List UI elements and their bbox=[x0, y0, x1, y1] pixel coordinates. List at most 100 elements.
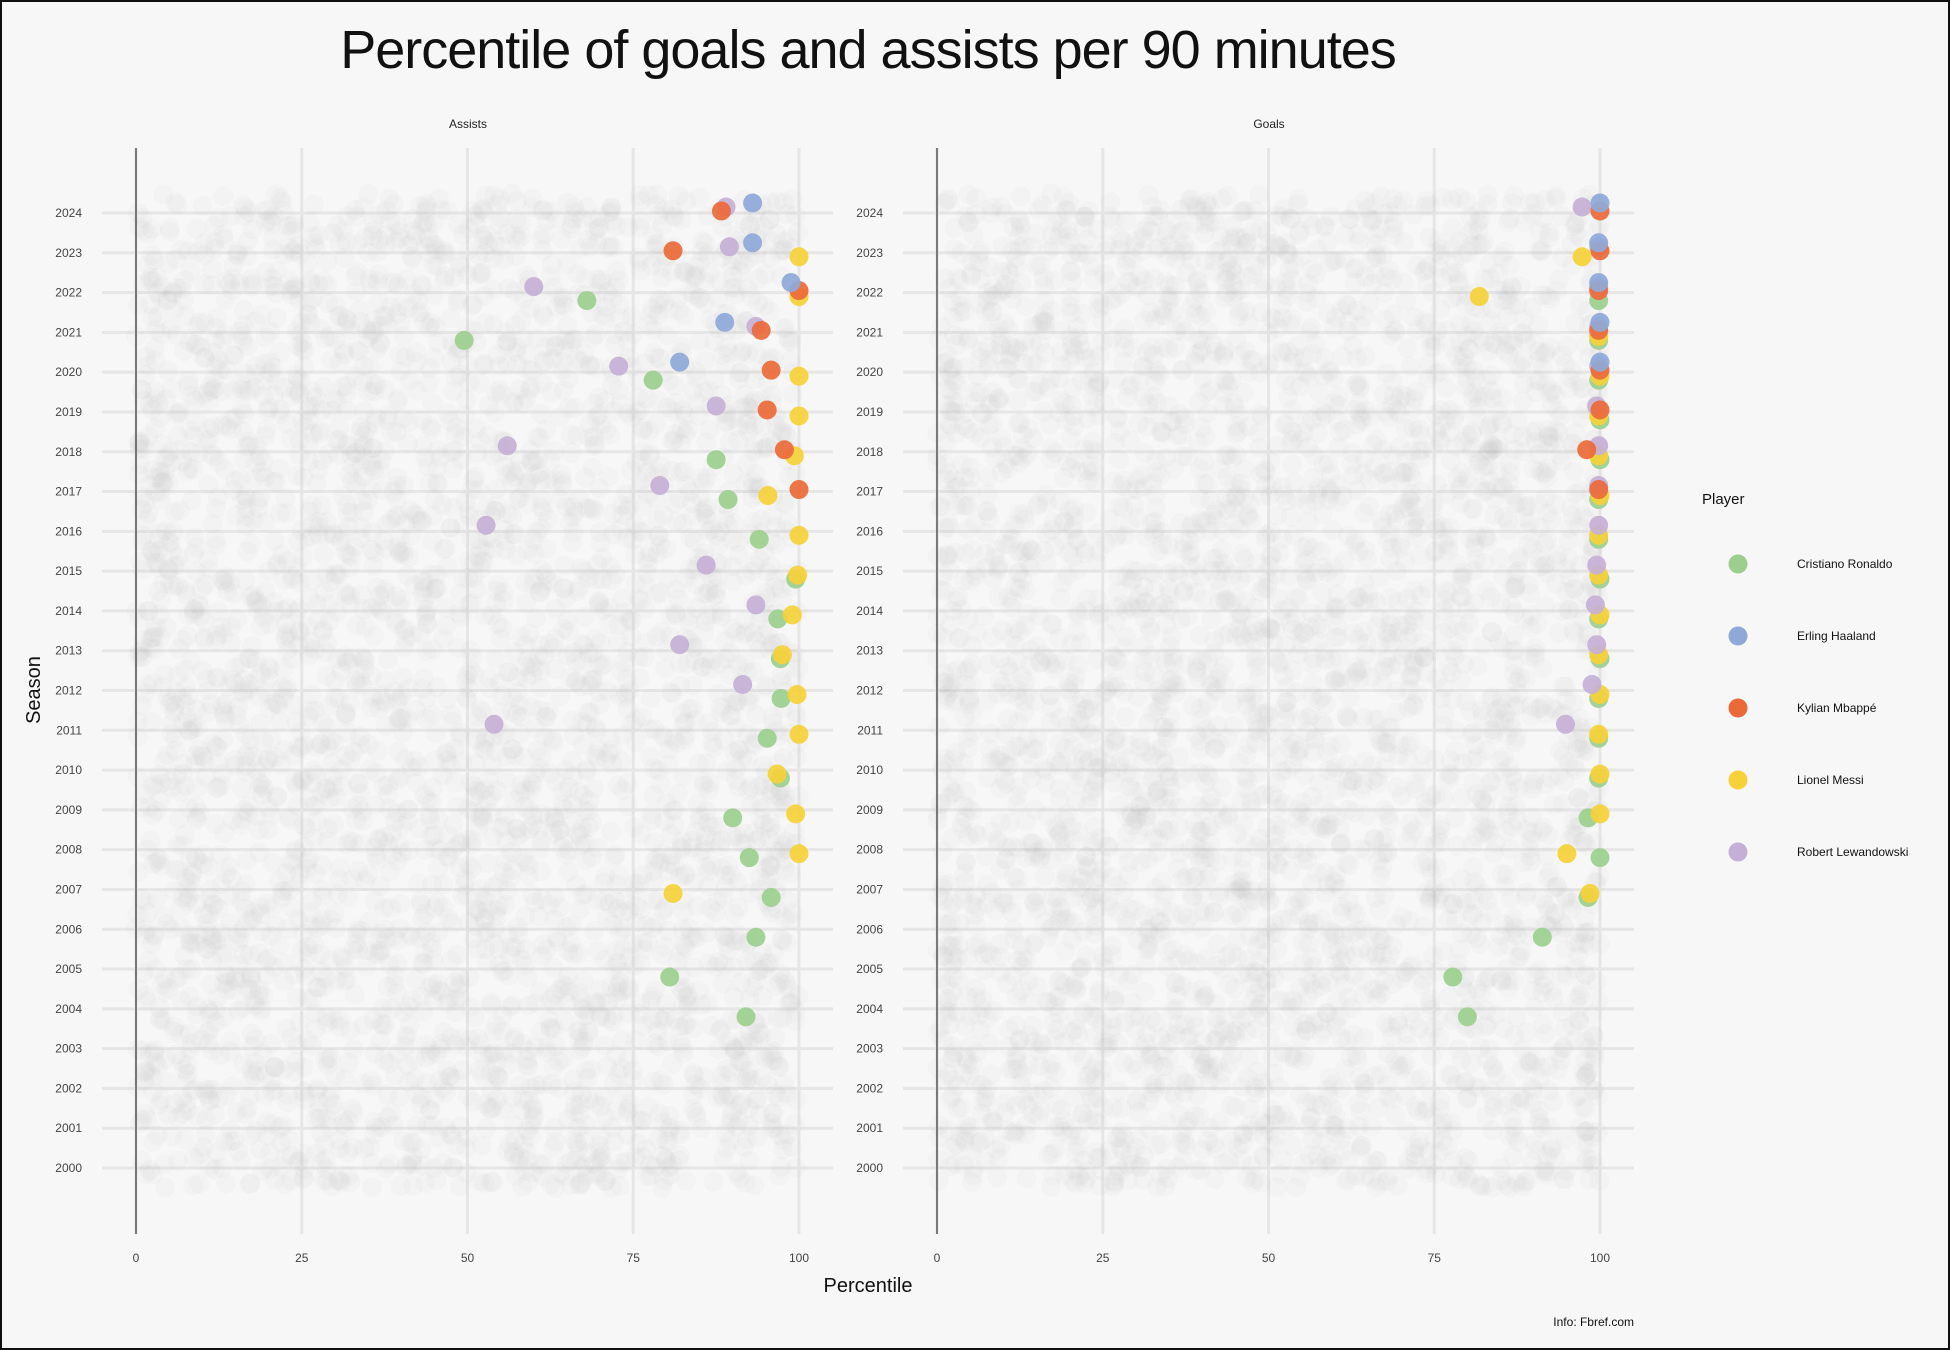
background-point bbox=[561, 442, 582, 463]
background-point bbox=[669, 1144, 690, 1165]
background-point bbox=[319, 611, 340, 632]
background-point bbox=[410, 894, 431, 915]
background-point bbox=[263, 239, 284, 260]
background-point bbox=[1033, 1080, 1054, 1101]
background-point bbox=[206, 1142, 227, 1163]
background-point bbox=[132, 486, 153, 507]
background-point bbox=[1441, 1166, 1462, 1187]
background-point bbox=[1224, 978, 1245, 999]
background-point bbox=[346, 810, 367, 831]
background-point bbox=[127, 1039, 148, 1060]
background-point bbox=[420, 1040, 441, 1061]
y-tick-label: 2018 bbox=[856, 445, 883, 459]
background-point bbox=[569, 1021, 590, 1042]
background-point bbox=[752, 1046, 773, 1067]
background-point bbox=[1569, 1085, 1590, 1106]
background-point bbox=[602, 739, 623, 760]
background-point bbox=[348, 773, 369, 794]
data-point bbox=[781, 273, 801, 293]
background-point bbox=[450, 1116, 471, 1137]
background-point bbox=[606, 1100, 627, 1121]
background-point bbox=[274, 1059, 295, 1080]
background-point bbox=[486, 1065, 507, 1086]
background-point bbox=[785, 1157, 806, 1178]
background-point bbox=[281, 1027, 302, 1048]
background-point bbox=[318, 293, 339, 314]
background-point bbox=[247, 1061, 268, 1082]
background-point bbox=[644, 851, 665, 872]
background-point bbox=[342, 1098, 363, 1119]
y-tick-label: 2007 bbox=[55, 882, 82, 896]
background-point bbox=[193, 1137, 214, 1158]
background-point bbox=[269, 934, 290, 955]
background-point bbox=[1123, 1006, 1144, 1027]
background-point bbox=[309, 1108, 330, 1129]
background-point bbox=[127, 1077, 148, 1098]
background-point bbox=[726, 717, 747, 738]
background-point bbox=[492, 1099, 513, 1120]
background-point bbox=[674, 461, 695, 482]
background-point bbox=[569, 577, 590, 598]
background-point bbox=[136, 1060, 157, 1081]
data-point bbox=[743, 233, 763, 253]
background-point bbox=[275, 952, 296, 973]
background-point bbox=[189, 1173, 210, 1194]
background-point bbox=[174, 1059, 195, 1080]
background-point bbox=[1186, 953, 1207, 974]
background-point bbox=[410, 1094, 431, 1115]
background-point bbox=[523, 1095, 544, 1116]
y-tick-label: 2015 bbox=[55, 564, 82, 578]
y-tick-label: 2004 bbox=[55, 1002, 82, 1016]
background-point bbox=[285, 1052, 306, 1073]
background-point bbox=[669, 1124, 690, 1145]
background-point bbox=[495, 850, 516, 871]
background-point bbox=[548, 1051, 569, 1072]
background-point bbox=[473, 1045, 494, 1066]
background-point bbox=[1156, 1111, 1177, 1132]
background-point bbox=[456, 1163, 477, 1184]
background-point bbox=[648, 1036, 669, 1057]
background-point bbox=[517, 1054, 538, 1075]
background-point bbox=[545, 1036, 566, 1057]
background-point bbox=[211, 381, 232, 402]
background-point bbox=[364, 1111, 385, 1132]
background-point bbox=[153, 184, 174, 205]
background-point bbox=[343, 1039, 364, 1060]
background-point bbox=[515, 656, 536, 677]
background-point bbox=[317, 1055, 338, 1076]
background-point bbox=[544, 1117, 565, 1138]
background-point bbox=[720, 1010, 741, 1031]
background-point bbox=[586, 1165, 607, 1186]
background-point bbox=[338, 516, 359, 537]
background-point bbox=[171, 689, 192, 710]
background-point bbox=[518, 855, 539, 876]
data-point bbox=[643, 370, 663, 390]
background-point bbox=[135, 1062, 156, 1083]
y-tick-label: 2013 bbox=[856, 644, 883, 658]
background-point bbox=[241, 1023, 262, 1044]
y-tick-label: 2008 bbox=[856, 843, 883, 857]
background-point bbox=[154, 1010, 175, 1031]
background-point bbox=[332, 486, 353, 507]
background-point bbox=[462, 201, 483, 222]
background-point bbox=[502, 1087, 523, 1108]
background-point bbox=[738, 1067, 759, 1088]
background-point bbox=[1073, 1049, 1094, 1070]
background-point bbox=[731, 1036, 752, 1057]
background-point bbox=[523, 1108, 544, 1129]
background-point bbox=[184, 527, 205, 548]
background-point bbox=[550, 979, 571, 1000]
background-point bbox=[747, 1089, 768, 1110]
background-point bbox=[282, 648, 303, 669]
background-point bbox=[228, 1000, 249, 1021]
background-point bbox=[483, 314, 504, 335]
background-point bbox=[169, 638, 190, 659]
background-point bbox=[1062, 1087, 1083, 1108]
y-tick-label: 2022 bbox=[856, 286, 883, 300]
background-point bbox=[673, 1043, 694, 1064]
background-point bbox=[489, 1069, 510, 1090]
background-point bbox=[520, 1126, 541, 1147]
chart-title: Percentile of goals and assists per 90 m… bbox=[340, 20, 1396, 80]
background-point bbox=[544, 984, 565, 1005]
background-point bbox=[554, 1165, 575, 1186]
